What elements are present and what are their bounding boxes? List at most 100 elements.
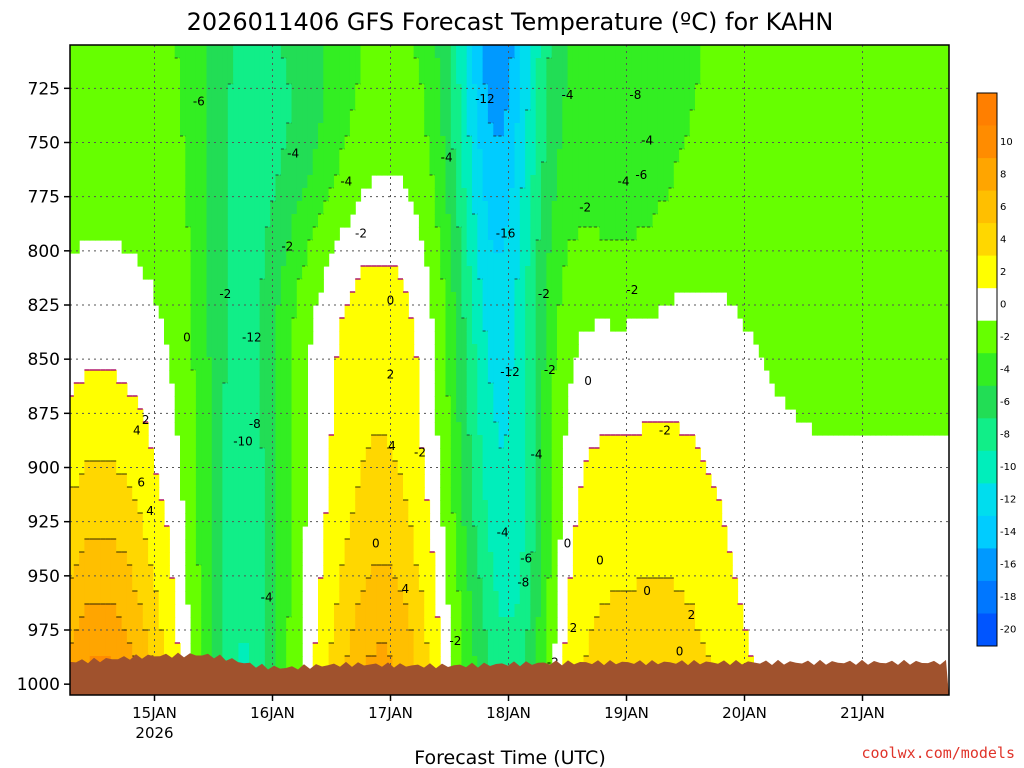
fill-cell [84, 513, 91, 527]
fill-cell [445, 97, 452, 111]
fill-cell [588, 318, 595, 332]
fill-cell [100, 513, 107, 527]
fill-cell [445, 435, 452, 449]
fill-cell [164, 266, 170, 280]
fill-cell [201, 149, 208, 163]
fill-cell [472, 435, 478, 449]
fill-cell [222, 370, 229, 384]
fill-cell [519, 383, 526, 397]
fill-cell [445, 370, 452, 384]
fill-cell [89, 448, 96, 462]
fill-cell [461, 149, 468, 163]
fill-cell [371, 110, 377, 124]
fill-cell [349, 110, 356, 124]
fill-cell [456, 643, 462, 657]
fill-cell [604, 630, 611, 644]
fill-cell [567, 266, 574, 280]
fill-cell [270, 71, 277, 85]
fill-cell [195, 500, 202, 514]
fill-cell [286, 188, 293, 202]
fill-cell [562, 201, 569, 215]
fill-cell [243, 565, 250, 579]
fill-cell [164, 565, 170, 579]
fill-cell [174, 279, 181, 293]
fill-cell [148, 45, 154, 59]
fill-cell [546, 474, 553, 488]
fill-cell [349, 656, 356, 670]
fill-cell [418, 487, 425, 501]
fill-cell [663, 630, 670, 644]
fill-cell [302, 110, 308, 124]
fill-cell [84, 84, 91, 98]
fill-cell [116, 409, 123, 423]
fill-cell [456, 513, 462, 527]
fill-cell [291, 97, 298, 111]
fill-cell [530, 227, 537, 241]
fill-cell [583, 123, 590, 137]
fill-cell [456, 461, 462, 475]
fill-cell [413, 110, 420, 124]
fill-cell [328, 591, 335, 605]
fill-cell [514, 344, 521, 358]
fill-cell [397, 123, 404, 137]
fill-cell [647, 97, 654, 111]
fill-cell [291, 84, 298, 98]
fill-cell [110, 97, 117, 111]
fill-cell [567, 136, 574, 150]
fill-cell [541, 214, 547, 228]
fill-cell [503, 266, 510, 280]
fill-cell [174, 318, 181, 332]
fill-cell [450, 617, 457, 631]
fill-cell [105, 591, 112, 605]
fill-cell [477, 123, 484, 137]
fill-cell [254, 422, 261, 436]
fill-cell [641, 305, 648, 319]
fill-cell [466, 539, 473, 553]
fill-cell [673, 266, 680, 280]
fill-cell [296, 240, 303, 254]
fill-cell [280, 461, 287, 475]
fill-cell [620, 201, 627, 215]
fill-cell [105, 370, 112, 384]
fill-cell [116, 448, 123, 462]
fill-cell [323, 97, 330, 111]
fill-cell [121, 162, 128, 176]
fill-cell [349, 474, 356, 488]
fill-cell [418, 552, 425, 566]
fill-cell [466, 617, 473, 631]
fill-cell [503, 396, 510, 410]
fill-cell [668, 513, 675, 527]
fill-cell [275, 71, 282, 85]
fill-cell [450, 643, 457, 657]
fill-cell [190, 487, 197, 501]
fill-cell [275, 253, 282, 267]
fill-cell [222, 84, 229, 98]
fill-cell [493, 110, 500, 124]
fill-cell [509, 500, 516, 514]
fill-cell [376, 630, 383, 644]
fill-cell [195, 58, 202, 72]
fill-cell [158, 617, 165, 631]
fill-cell [477, 58, 484, 72]
fill-cell [440, 227, 447, 241]
fill-cell [652, 227, 659, 241]
fill-cell [142, 422, 149, 436]
fill-cell [95, 97, 101, 111]
fill-cell [264, 370, 271, 384]
fill-cell [647, 617, 654, 631]
fill-cell [514, 84, 521, 98]
fill-cell [137, 643, 144, 657]
fill-cell [254, 240, 261, 254]
fill-cell [466, 201, 473, 215]
fill-cell [647, 461, 654, 475]
fill-cell [684, 487, 691, 501]
fill-cell [264, 396, 271, 410]
fill-cell [403, 396, 409, 410]
fill-cell [365, 591, 372, 605]
fill-cell [153, 513, 160, 527]
fill-cell [557, 227, 563, 241]
fill-cell [424, 136, 431, 150]
fill-cell [174, 344, 181, 358]
fill-cell [466, 409, 473, 423]
fill-cell [620, 643, 627, 657]
